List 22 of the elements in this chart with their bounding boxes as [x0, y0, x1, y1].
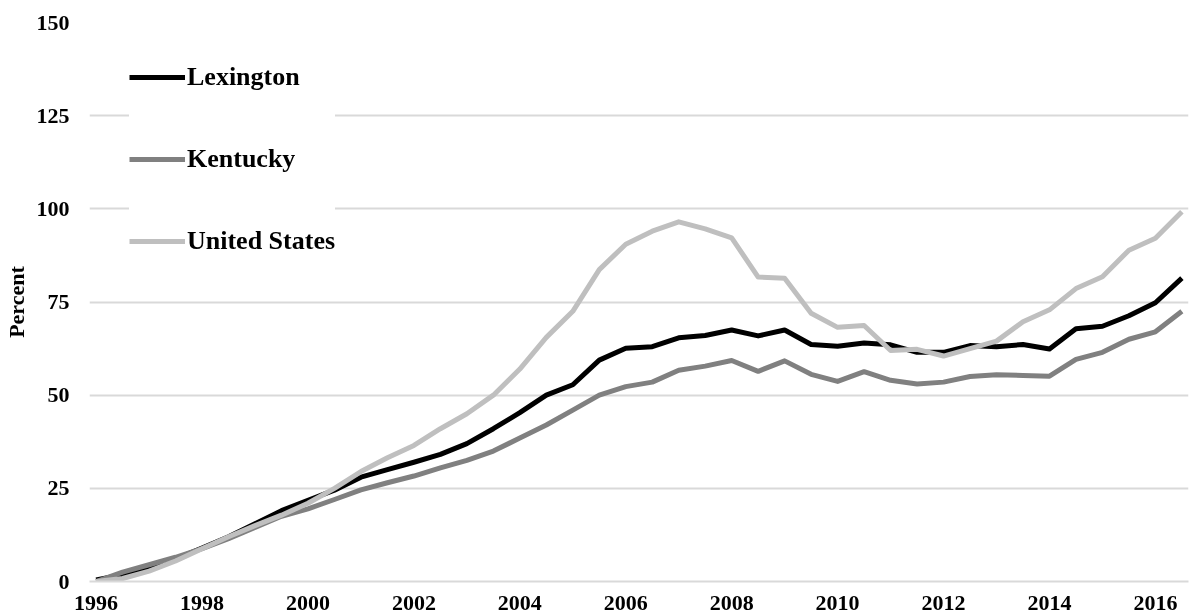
legend-label: Lexington: [187, 62, 300, 92]
y-tick-label: 50: [47, 382, 70, 408]
legend-label: Kentucky: [187, 144, 296, 174]
x-tick-label: 2012: [921, 589, 966, 612]
y-tick-label: 125: [36, 102, 70, 128]
x-tick-label: 2008: [709, 589, 754, 612]
x-tick-label: 2010: [815, 589, 860, 612]
y-tick-label: 25: [47, 475, 70, 501]
y-tick-label: 75: [47, 289, 70, 314]
legend-label: United States: [187, 226, 336, 256]
x-tick-label: 2002: [391, 589, 436, 612]
y-tick-label: 150: [36, 9, 70, 35]
x-tick-label: 2014: [1027, 589, 1072, 612]
x-tick-label: 2000: [285, 589, 330, 612]
y-tick-label: 0: [58, 568, 70, 594]
x-tick-label: 1996: [74, 589, 119, 612]
y-axis-title: Percent: [3, 265, 29, 338]
x-tick-label: 2006: [603, 589, 648, 612]
x-tick-label: 2016: [1133, 589, 1178, 612]
x-tick-label: 1998: [180, 589, 225, 612]
y-tick-label: 100: [36, 195, 70, 221]
x-tick-label: 2004: [497, 589, 542, 612]
